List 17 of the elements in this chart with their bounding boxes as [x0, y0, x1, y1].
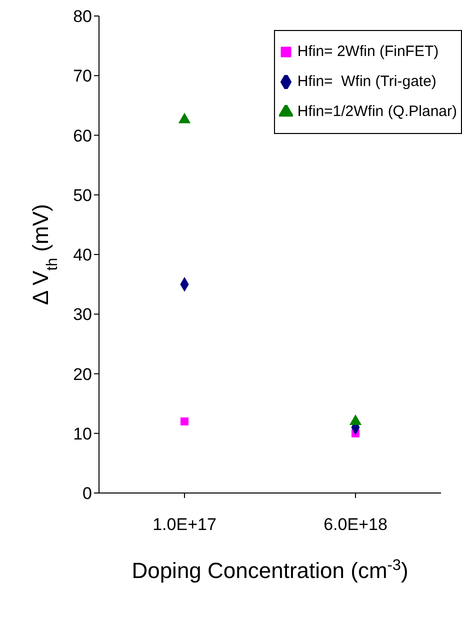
y-tick-label: 0	[82, 484, 92, 504]
y-tick-label: 80	[73, 7, 92, 26]
y-tick-label: 40	[73, 246, 92, 265]
x-tick-label: 6.0E+18	[324, 515, 388, 534]
point	[180, 417, 188, 426]
y-tick-label: 60	[73, 126, 92, 146]
x-axis-title: Doping Concentration (cm$^{-3}$)	[132, 556, 408, 583]
legend-label: Hfin=1/2Wfin (Q.Planar)	[297, 102, 457, 122]
y-tick-label: 20	[73, 364, 92, 384]
legend-label: Hfin= 2Wfin (FinFET)	[297, 42, 439, 62]
y-tick-label: 30	[73, 305, 92, 324]
x-tick-label: 1.0E+17	[152, 515, 216, 534]
y-tick-label: 50	[73, 186, 92, 205]
legend-label: Hfin= Wfin (Tri-gate)	[297, 72, 436, 92]
y-tick-label: 10	[73, 424, 92, 444]
y-tick-label: 70	[73, 66, 92, 86]
point	[178, 112, 191, 124]
